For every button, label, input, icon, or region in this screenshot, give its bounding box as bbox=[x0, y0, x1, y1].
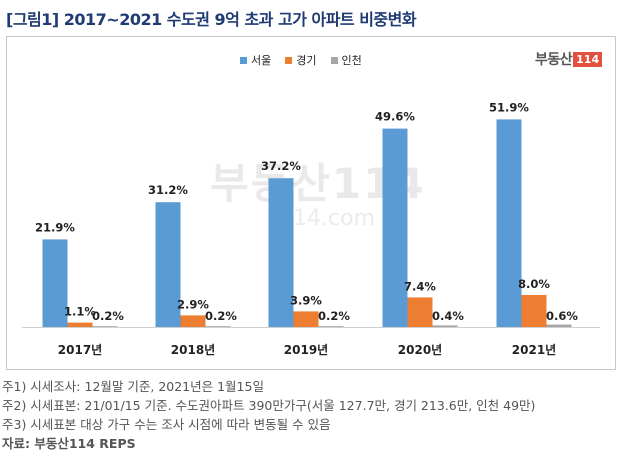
chart-frame bbox=[6, 36, 616, 370]
source-note: 자료: 부동산114 REPS bbox=[2, 436, 136, 451]
data-label-gyeonggi-1: 1.1% bbox=[64, 305, 96, 319]
brand-logo: 부동산 114 bbox=[535, 49, 603, 69]
bar-incheon-3 bbox=[318, 326, 344, 327]
logo-text: 부동산 bbox=[535, 52, 573, 68]
x-tick-label-4: 2020년 bbox=[398, 343, 442, 357]
footnote-3: 주3) 시세표본 대상 가구 수는 조사 시점에 따라 변동될 수 있음 bbox=[2, 417, 331, 432]
data-label-gyeonggi-2: 2.9% bbox=[177, 297, 209, 311]
data-label-gyeonggi-3: 3.9% bbox=[290, 293, 322, 307]
x-tick-label-3: 2019년 bbox=[284, 343, 328, 357]
data-label-seoul-4: 49.6% bbox=[375, 110, 415, 124]
chart-legend: 서울 경기 인천 bbox=[240, 52, 362, 68]
bar-incheon-2 bbox=[205, 326, 231, 327]
data-label-incheon-4: 0.4% bbox=[432, 309, 464, 323]
legend-swatch-incheon bbox=[330, 56, 338, 64]
logo-number: 114 bbox=[573, 51, 603, 67]
footnotes: 주1) 시세조사: 12월말 기준, 2021년은 1월15일 주2) 시세표본… bbox=[2, 377, 535, 453]
bar-gyeonggi-4 bbox=[407, 297, 433, 327]
data-label-seoul-1: 21.9% bbox=[35, 220, 75, 234]
x-tick-label-2: 2018년 bbox=[171, 343, 215, 357]
legend-label-gyeonggi: 경기 bbox=[296, 54, 317, 67]
bar-seoul-3 bbox=[268, 178, 294, 327]
data-label-seoul-5: 51.9% bbox=[489, 100, 529, 114]
bar-seoul-4 bbox=[382, 128, 408, 327]
bar-seoul-5 bbox=[496, 119, 522, 328]
bar-gyeonggi-1 bbox=[67, 322, 93, 327]
legend-label-incheon: 인천 bbox=[341, 54, 362, 67]
bar-gyeonggi-2 bbox=[180, 315, 206, 327]
legend-item-gyeonggi: 경기 bbox=[285, 52, 317, 68]
bar-seoul-2 bbox=[155, 202, 181, 327]
x-tick-label-1: 2017년 bbox=[58, 343, 102, 357]
data-label-incheon-5: 0.6% bbox=[546, 309, 578, 323]
bar-incheon-1 bbox=[92, 326, 118, 327]
data-label-seoul-2: 31.2% bbox=[148, 183, 188, 197]
data-label-incheon-2: 0.2% bbox=[205, 309, 237, 323]
chart-title: [그림1] 2017~2021 수도권 9억 초과 고가 아파트 비중변화 bbox=[6, 10, 417, 29]
legend-swatch-gyeonggi bbox=[285, 56, 293, 64]
legend-item-incheon: 인천 bbox=[330, 52, 362, 68]
bar-incheon-4 bbox=[432, 325, 458, 327]
legend-label-seoul: 서울 bbox=[251, 54, 272, 67]
data-label-gyeonggi-4: 7.4% bbox=[404, 279, 436, 293]
bar-seoul-1 bbox=[42, 239, 68, 327]
footnote-2: 주2) 시세표본: 21/01/15 기준. 수도권아파트 390만가구(서울 … bbox=[2, 398, 536, 413]
data-label-incheon-1: 0.2% bbox=[92, 309, 124, 323]
data-label-incheon-3: 0.2% bbox=[318, 309, 350, 323]
legend-swatch-seoul bbox=[240, 56, 247, 64]
legend-item-seoul: 서울 bbox=[240, 52, 271, 68]
footnote-1: 주1) 시세조사: 12월말 기준, 2021년은 1월15일 bbox=[2, 379, 264, 394]
bar-gyeonggi-3 bbox=[293, 311, 319, 327]
data-label-seoul-3: 37.2% bbox=[261, 159, 301, 173]
bar-gyeonggi-5 bbox=[521, 295, 547, 327]
x-tick-label-5: 2021년 bbox=[512, 343, 556, 357]
data-label-gyeonggi-5: 8.0% bbox=[518, 277, 550, 291]
bar-incheon-5 bbox=[546, 324, 572, 327]
